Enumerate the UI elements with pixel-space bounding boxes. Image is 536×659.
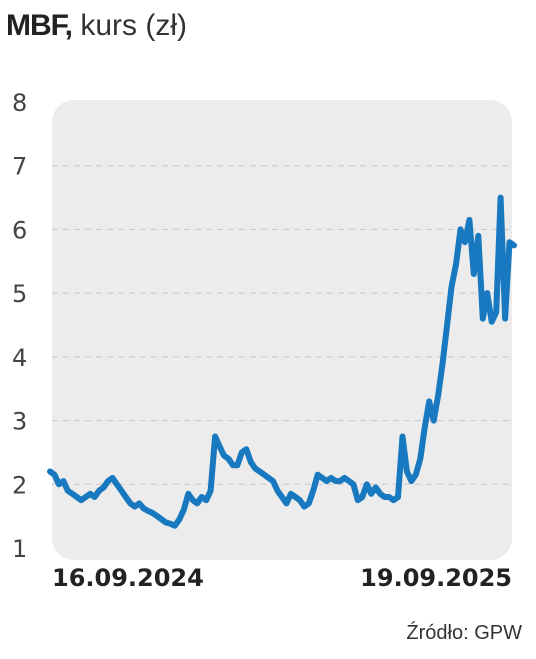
title-ticker: MBF,	[6, 9, 73, 42]
source-label: Źródło: GPW	[406, 622, 522, 644]
title-unit: kurs (zł)	[80, 9, 187, 42]
y-tick-label: 2	[12, 471, 27, 499]
x-tick-label: 19.09.2025	[360, 564, 512, 592]
y-tick-label: 5	[12, 280, 27, 308]
series-group	[47, 194, 517, 529]
chart-title: MBF, kurs (zł)	[6, 6, 187, 46]
y-tick-label: 7	[12, 153, 27, 181]
y-tick-label: 1	[12, 535, 27, 563]
y-tick-label: 3	[12, 408, 27, 436]
price-series-line	[47, 194, 517, 529]
y-tick-label: 8	[12, 89, 27, 117]
y-tick-label: 4	[12, 344, 27, 372]
y-tick-label: 6	[12, 216, 27, 244]
x-axis: 16.09.2024 19.09.2025	[52, 564, 512, 592]
plot-background	[52, 100, 512, 560]
y-axis: 1 2 3 4 5 6 7 8	[12, 89, 27, 563]
x-tick-label: 16.09.2024	[52, 564, 204, 592]
